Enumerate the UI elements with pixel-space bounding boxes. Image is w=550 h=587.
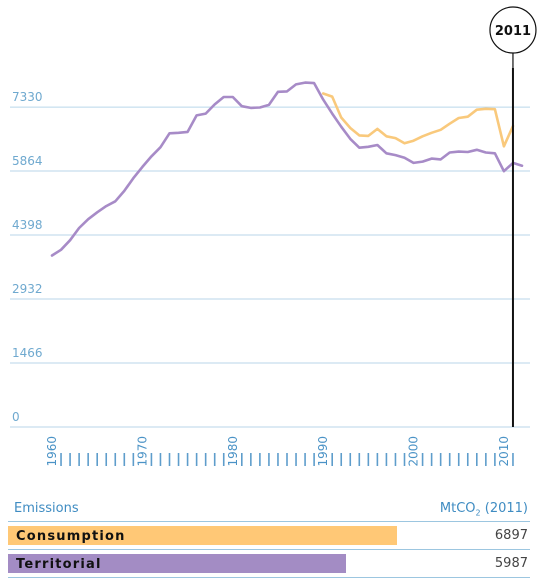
legend: Emissions MtCO2 (2011) Consumption 6897 … — [8, 497, 530, 578]
grid-lines — [10, 106, 530, 428]
legend-row-territorial[interactable]: Territorial 5987 — [8, 550, 530, 578]
consumption-label: Consumption — [16, 529, 126, 544]
series-line-territorial — [50, 81, 524, 257]
y-tick-label: 7330 — [12, 90, 43, 104]
consumption-bar: Consumption — [8, 526, 397, 545]
year-marker[interactable]: 2011 — [489, 6, 537, 427]
legend-header-right: MtCO2 (2011) — [440, 501, 528, 518]
unit-suffix: (2011) — [480, 501, 528, 516]
y-tick-label: 4398 — [12, 218, 43, 232]
unit-prefix: MtCO — [439, 501, 476, 516]
consumption-value: 6897 — [494, 528, 528, 543]
legend-header: Emissions MtCO2 (2011) — [8, 497, 530, 522]
y-tick-label: 1466 — [12, 346, 43, 360]
legend-header-left: Emissions — [14, 501, 79, 516]
x-tick-label: 1990 — [316, 436, 330, 467]
territorial-label: Territorial — [16, 557, 102, 572]
y-tick-label: 0 — [12, 410, 20, 424]
y-tick-label: 2932 — [12, 282, 43, 296]
territorial-value: 5987 — [494, 556, 528, 571]
unit-subscript: 2 — [475, 508, 481, 518]
y-tick-label: 5864 — [12, 154, 43, 168]
x-tick-label: 1960 — [45, 436, 59, 467]
x-tick-label: 1970 — [135, 436, 149, 467]
x-axis: 1960 1970 1980 1990 2000 2010 — [45, 436, 514, 467]
y-axis-ticks: 0 1466 2932 4398 5864 7330 — [12, 90, 43, 424]
legend-row-consumption[interactable]: Consumption 6897 — [8, 522, 530, 550]
x-tick-label: 2010 — [497, 436, 511, 467]
x-tick-label: 2000 — [407, 436, 421, 467]
series-line-consumption — [321, 92, 515, 148]
emissions-line-chart: 0 1466 2932 4398 5864 7330 1960 1970 1980 1990 20… — [10, 6, 537, 467]
x-tick-label: 1980 — [226, 436, 240, 467]
territorial-bar: Territorial — [8, 554, 346, 573]
series-lines — [50, 81, 524, 257]
year-marker-label: 2011 — [495, 24, 531, 39]
